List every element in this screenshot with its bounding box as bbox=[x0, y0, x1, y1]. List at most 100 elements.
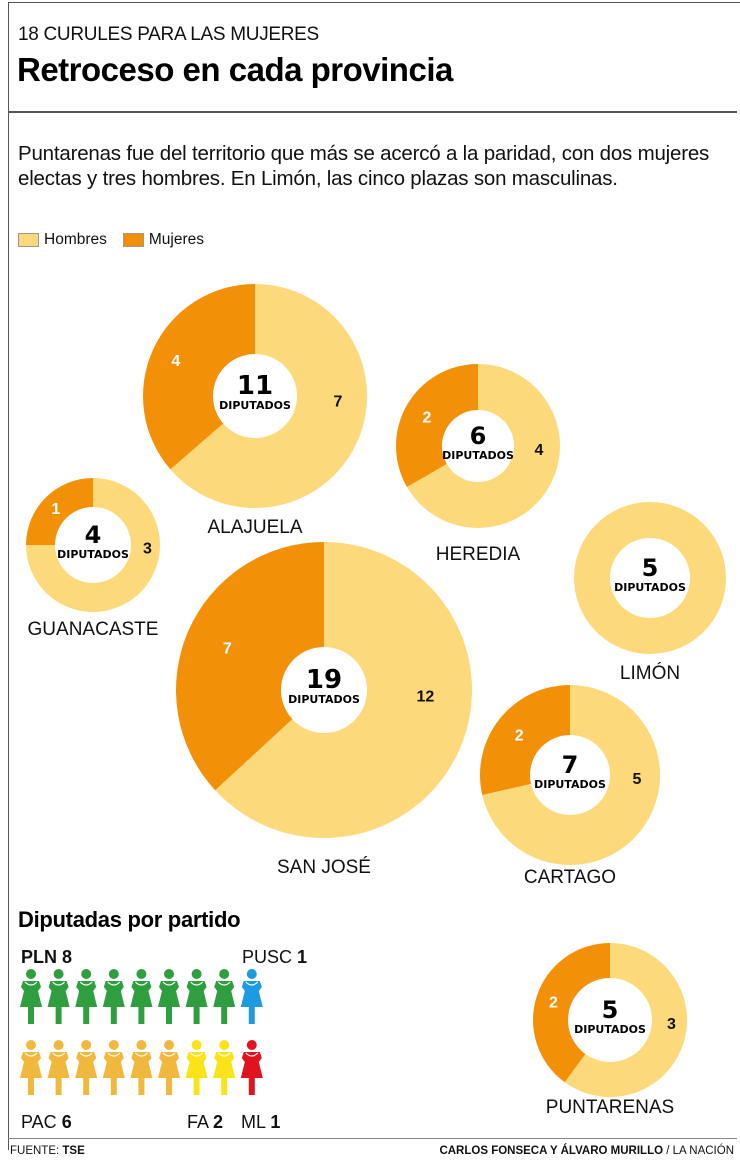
woman-icon-pac bbox=[47, 1040, 70, 1095]
source-label: FUENTE: bbox=[10, 1145, 60, 1157]
segment-label-mujeres: 4 bbox=[171, 353, 180, 370]
donut-total: 5 bbox=[602, 996, 619, 1024]
woman-icon-necklace bbox=[162, 981, 176, 986]
woman-icon-necklace bbox=[134, 981, 148, 986]
province-name: CARTAGO bbox=[524, 867, 616, 888]
frame-left-border bbox=[8, 2, 9, 1150]
woman-icon-pln bbox=[75, 969, 98, 1024]
woman-icon-necklace bbox=[217, 1052, 231, 1057]
woman-icon-pusc bbox=[240, 969, 263, 1024]
legend-label-mujeres: Mujeres bbox=[148, 231, 205, 248]
donut-segment-mujeres bbox=[480, 685, 570, 796]
donut-segment-hombres bbox=[482, 685, 660, 865]
woman-icon-pln bbox=[213, 969, 236, 1024]
donut-total-caption: DIPUTADOS bbox=[534, 778, 606, 791]
woman-icon-head bbox=[53, 1040, 64, 1050]
donut-total-caption: DIPUTADOS bbox=[57, 548, 129, 561]
donut-segment-hombres bbox=[26, 478, 160, 612]
woman-icon-pln bbox=[185, 969, 208, 1024]
party-name-fa: FA bbox=[187, 1112, 209, 1132]
party-label-pac: PAC 6 bbox=[21, 1112, 72, 1133]
segment-label-hombres: 5 bbox=[632, 771, 641, 788]
party-name-pac: PAC bbox=[21, 1112, 57, 1132]
woman-icon-head bbox=[219, 1040, 230, 1050]
legend-swatch-mujeres bbox=[122, 233, 144, 247]
woman-icon-body bbox=[185, 1052, 208, 1095]
donut-segment-mujeres bbox=[143, 284, 255, 470]
party-section-title: Diputadas por partido bbox=[18, 907, 241, 932]
donut-total-caption: DIPUTADOS bbox=[614, 581, 686, 594]
woman-icon-fa bbox=[185, 1040, 208, 1095]
woman-icon-necklace bbox=[245, 1052, 259, 1057]
woman-icon-body bbox=[102, 1052, 125, 1095]
donut-segment-hombres bbox=[215, 542, 473, 839]
donut-segment-hombres bbox=[564, 943, 688, 1098]
woman-icon-necklace bbox=[52, 981, 66, 986]
credit-line: CARLOS FONSECA Y ÁLVARO MURILLO / LA NAC… bbox=[439, 1145, 734, 1157]
credit-authors: CARLOS FONSECA Y ÁLVARO MURILLO bbox=[439, 1145, 664, 1157]
source-note: FUENTE: TSE bbox=[10, 1145, 85, 1157]
woman-icon-head bbox=[81, 969, 92, 979]
woman-icon-pln bbox=[20, 969, 42, 1024]
woman-icon-necklace bbox=[107, 1052, 121, 1057]
province-name: SAN JOSÉ bbox=[277, 857, 371, 878]
woman-icon-necklace bbox=[107, 981, 121, 986]
woman-icon-body bbox=[213, 1052, 236, 1095]
woman-icon-necklace bbox=[24, 1052, 38, 1057]
party-label-ml: ML 1 bbox=[241, 1112, 280, 1133]
woman-icon-head bbox=[53, 969, 64, 979]
woman-icon-head bbox=[191, 1040, 202, 1050]
woman-icon-head bbox=[108, 1040, 119, 1050]
woman-icon-body bbox=[20, 1052, 42, 1095]
province-name: GUANACASTE bbox=[28, 619, 159, 640]
footer-divider bbox=[8, 1138, 737, 1139]
frame-top-border bbox=[8, 2, 740, 3]
kicker: 18 CURULES PARA LAS MUJERES bbox=[18, 24, 319, 45]
woman-icon-body bbox=[240, 981, 263, 1024]
woman-icon-head bbox=[26, 1040, 36, 1050]
party-count-pac: 6 bbox=[61, 1112, 72, 1132]
segment-label-mujeres: 2 bbox=[422, 410, 431, 427]
donut-total-caption: DIPUTADOS bbox=[288, 693, 360, 706]
donut-total-caption: DIPUTADOS bbox=[574, 1023, 646, 1036]
legend: Hombres Mujeres bbox=[18, 231, 220, 249]
donut-segment-hombres bbox=[574, 502, 726, 654]
woman-icon-necklace bbox=[245, 981, 259, 986]
party-count-pln: 8 bbox=[62, 947, 73, 967]
woman-icon-head bbox=[136, 969, 147, 979]
donut-segment-mujeres bbox=[26, 478, 93, 545]
segment-label-hombres: 3 bbox=[667, 1016, 676, 1033]
donut-total: 5 bbox=[642, 554, 659, 582]
woman-icon-fa bbox=[213, 1040, 236, 1095]
donut-segment-mujeres bbox=[533, 943, 610, 1083]
source-value: TSE bbox=[62, 1145, 85, 1157]
segment-label-mujeres: 2 bbox=[549, 995, 558, 1012]
woman-icon-necklace bbox=[217, 981, 231, 986]
woman-icon-head bbox=[26, 969, 36, 979]
woman-icon-head bbox=[164, 969, 174, 979]
segment-label-mujeres: 7 bbox=[223, 641, 232, 658]
woman-icon-head bbox=[246, 1040, 257, 1050]
woman-icon-necklace bbox=[190, 981, 204, 986]
woman-icon-pac bbox=[20, 1040, 42, 1095]
party-name-ml: ML bbox=[241, 1112, 266, 1132]
woman-icon-necklace bbox=[24, 981, 38, 986]
woman-icon-body bbox=[240, 1052, 263, 1095]
donut-total: 4 bbox=[85, 521, 102, 549]
woman-icon-necklace bbox=[52, 1052, 66, 1057]
segment-label-hombres: 12 bbox=[416, 688, 434, 705]
woman-icon-body bbox=[20, 981, 42, 1024]
woman-icon-pln bbox=[130, 969, 153, 1024]
woman-icon-necklace bbox=[79, 1052, 93, 1057]
donut-total: 11 bbox=[237, 371, 273, 401]
party-label-pusc: PUSC 1 bbox=[242, 947, 307, 968]
legend-swatch-hombres bbox=[18, 233, 39, 247]
segment-label-hombres: 4 bbox=[534, 442, 543, 459]
woman-icon-body bbox=[130, 1052, 153, 1095]
donut-segment-mujeres bbox=[176, 542, 324, 791]
